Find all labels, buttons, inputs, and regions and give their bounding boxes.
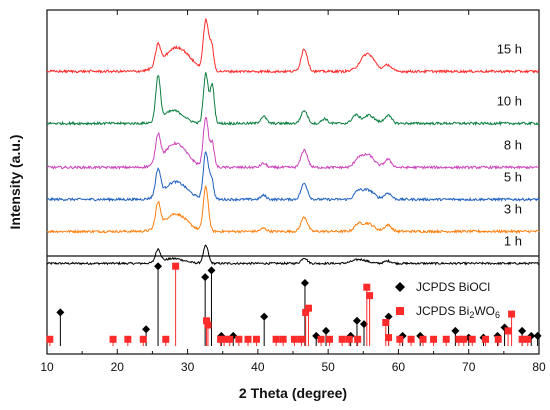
reference-peak-marker-square [317, 335, 325, 343]
reference-peak-marker-square [302, 308, 310, 316]
reference-peak-marker-square [109, 335, 117, 343]
x-tick-label: 20 [111, 360, 125, 374]
reference-peak-marker-square [304, 304, 312, 312]
reference-peak-marker-diamond [384, 312, 393, 321]
legend-entry-label: JCPDS Bi2WO6 [416, 304, 500, 320]
reference-peak-marker-square [363, 283, 371, 291]
reference-peak-marker-diamond [154, 262, 163, 271]
series-line-5h [46, 150, 540, 203]
reference-peak-marker-square [442, 335, 450, 343]
reference-peak-marker-square [124, 335, 132, 343]
reference-peak-marker-square [385, 334, 393, 342]
reference-peak-marker-square [345, 335, 353, 343]
reference-peak-marker-square [172, 262, 180, 270]
series-layer [46, 18, 540, 266]
reference-peak-marker-square [244, 335, 252, 343]
reference-peak-marker-diamond [56, 308, 65, 317]
reference-peak-marker-square [279, 335, 287, 343]
reference-peak-marker-square [494, 335, 502, 343]
reference-peak-marker-square [203, 317, 211, 325]
legend-marker-diamond [395, 282, 405, 292]
series-line-1h [46, 244, 539, 266]
x-tick-label: 40 [251, 360, 265, 374]
reference-peak-marker-square [326, 335, 334, 343]
reference-peak-marker-square [354, 335, 362, 343]
reference-peak-marker-square [290, 335, 298, 343]
x-tick-label: 10 [40, 360, 54, 374]
reference-peak-marker-diamond [142, 325, 151, 334]
series-line-3h [46, 184, 540, 235]
x-tick-label: 70 [462, 360, 476, 374]
reference-peak-marker-square [524, 335, 532, 343]
reference-peak-marker-diamond [352, 316, 361, 325]
reference-peak-marker-square [139, 335, 147, 343]
reference-peak-marker-square [252, 335, 260, 343]
reference-peak-marker-diamond [451, 326, 460, 335]
series-label: 15 h [497, 41, 522, 56]
reference-peak-marker-diamond [201, 273, 210, 282]
x-axis-title: 2 Theta (degree) [239, 385, 347, 401]
series-line-15h [46, 18, 540, 74]
reference-peak-marker-square [226, 335, 234, 343]
reference-peak-marker-square [46, 335, 54, 343]
series-label: 1 h [504, 233, 522, 248]
reference-peak-marker-square [430, 335, 438, 343]
legend: JCPDS BiOCl JCPDS Bi2WO6 [395, 280, 500, 320]
reference-peak-marker-square [419, 335, 427, 343]
x-tick-label: 80 [532, 360, 546, 374]
reference-peak-marker-square [508, 310, 516, 318]
reference-peak-marker-square [504, 327, 512, 335]
reference-peak-marker-square [235, 335, 243, 343]
reference-peak-marker-square [162, 335, 170, 343]
plot-frame [46, 9, 540, 355]
reference-peak-marker-square [407, 335, 415, 343]
series-label: 8 h [504, 137, 522, 152]
reference-pattern-layer [46, 262, 542, 346]
reference-peak-marker-diamond [322, 326, 331, 335]
reference-peak-marker-diamond [518, 326, 527, 335]
legend-entry-label: JCPDS BiOCl [416, 280, 490, 294]
series-labels: 1 h 3 h 5 h 8 h 10 h 15 h [497, 41, 522, 248]
series-label: 5 h [504, 169, 522, 184]
reference-peak-marker-square [366, 292, 374, 300]
reference-peak-marker-square [204, 321, 212, 329]
reference-peak-marker-square [382, 318, 390, 326]
reference-peak-marker-square [217, 335, 225, 343]
x-tick-label: 60 [392, 360, 406, 374]
series-label: 3 h [504, 201, 522, 216]
series-line-8h [46, 116, 540, 171]
reference-peak-marker-square [297, 335, 305, 343]
reference-peak-marker-diamond [260, 312, 269, 321]
reference-peak-marker-diamond [300, 279, 309, 287]
series-line-10h [46, 72, 540, 127]
reference-peak-marker-diamond [207, 266, 216, 275]
x-axis: 10 20 30 40 50 60 70 80 [40, 10, 546, 374]
x-tick-label: 50 [321, 360, 335, 374]
reference-peak-marker-square [482, 335, 490, 343]
reference-peak-marker-diamond [359, 320, 368, 329]
x-tick-label: 30 [181, 360, 195, 374]
reference-peak-marker-square [455, 335, 463, 343]
reference-peak-marker-square [468, 335, 476, 343]
series-label: 10 h [497, 93, 522, 108]
reference-peak-marker-diamond [533, 331, 542, 340]
legend-marker-square [396, 307, 404, 315]
reference-peak-marker-square [518, 335, 526, 343]
reference-peak-marker-square [272, 335, 280, 343]
reference-peak-marker-square [460, 335, 468, 343]
reference-peak-marker-square [338, 335, 346, 343]
y-axis-title: Intensity (a.u.) [7, 135, 23, 230]
reference-peak-marker-square [396, 335, 404, 343]
reference-peak-marker-square [220, 335, 228, 343]
